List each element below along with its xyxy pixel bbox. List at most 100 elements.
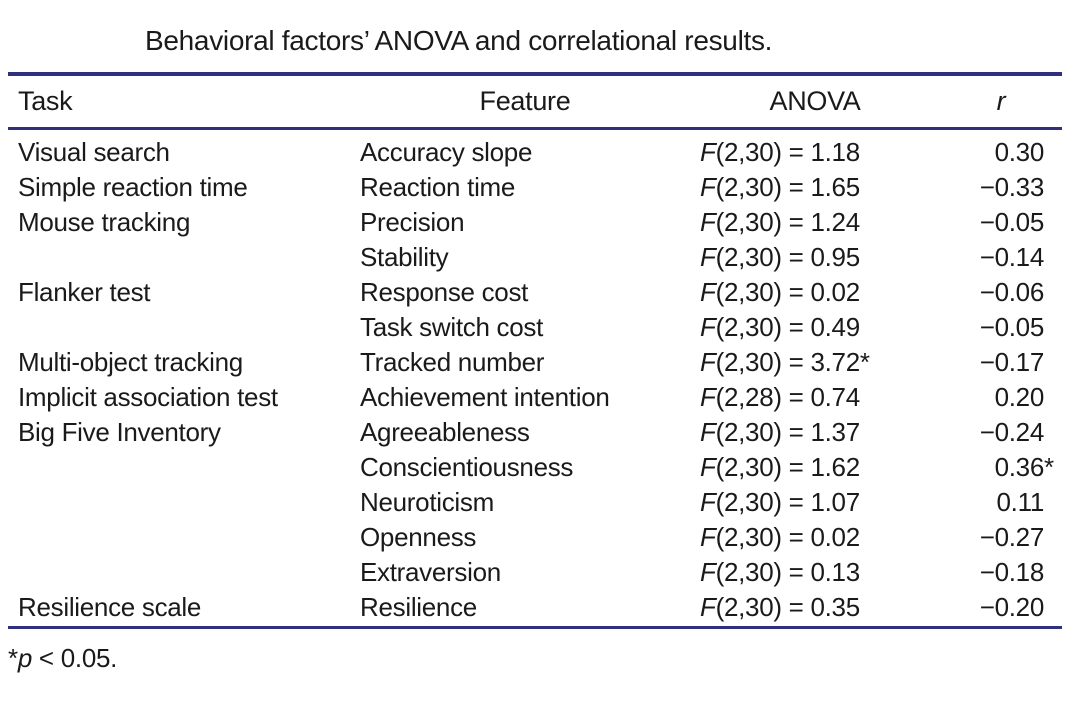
f-statistic-symbol: F xyxy=(700,382,716,412)
anova-results-table: Task Feature ANOVA r Visual search Accur… xyxy=(8,72,1062,629)
footnote-threshold: < 0.05. xyxy=(32,643,118,673)
f-statistic-symbol: F xyxy=(700,557,716,587)
r-cell: −0.33 xyxy=(940,170,1062,205)
r-cell: −0.24 xyxy=(940,415,1062,450)
feature-cell: Agreeableness xyxy=(360,417,530,447)
task-cell: Big Five Inventory xyxy=(18,417,221,447)
anova-cell: F(2,30) = 0.49 xyxy=(690,310,940,345)
table-row: Extraversion F(2,30) = 0.13 −0.18 xyxy=(8,555,1062,590)
header-r: r xyxy=(996,86,1006,116)
task-cell: Resilience scale xyxy=(18,592,202,622)
table-row: Task switch cost F(2,30) = 0.49 −0.05 xyxy=(8,310,1062,345)
r-value: −0.14 xyxy=(979,242,1045,272)
f-statistic-symbol: F xyxy=(700,452,716,482)
table-row: Visual search Accuracy slope F(2,30) = 1… xyxy=(8,135,1062,170)
r-cell: −0.18 xyxy=(940,555,1062,590)
table-row: Flanker test Response cost F(2,30) = 0.0… xyxy=(8,275,1062,310)
table-caption: Behavioral factors’ ANOVA and correlatio… xyxy=(145,25,773,56)
r-value: −0.05 xyxy=(979,312,1045,342)
paper-page: Behavioral factors’ ANOVA and correlatio… xyxy=(0,24,1080,714)
table-row: Big Five Inventory Agreeableness F(2,30)… xyxy=(8,415,1062,450)
f-statistic-value: (2,30) = 1.65 xyxy=(715,172,861,202)
f-statistic-symbol: F xyxy=(700,277,716,307)
feature-cell: Achievement intention xyxy=(360,382,610,412)
r-value: 0.30 xyxy=(994,137,1045,167)
feature-cell: Reaction time xyxy=(360,172,516,202)
r-value: −0.17 xyxy=(979,347,1045,377)
f-statistic-symbol: F xyxy=(700,172,716,202)
r-value: 0.11 xyxy=(996,487,1045,517)
r-value: 0.36 xyxy=(994,452,1045,482)
table-row: Stability F(2,30) = 0.95 −0.14 xyxy=(8,240,1062,275)
r-cell: −0.06 xyxy=(940,275,1062,310)
r-value: −0.06 xyxy=(979,277,1045,307)
anova-cell: F(2,30) = 0.95 xyxy=(690,240,940,275)
r-cell: −0.05 xyxy=(940,205,1062,240)
f-statistic-value: (2,30) = 0.35 xyxy=(715,592,861,622)
footnote-p-symbol: p xyxy=(17,643,32,673)
task-cell xyxy=(8,555,360,590)
anova-cell: F(2,30) = 1.62 xyxy=(690,450,940,485)
anova-cell: F(2,30) = 0.13 xyxy=(690,555,940,590)
f-statistic-value: (2,30) = 1.37 xyxy=(715,417,861,447)
feature-cell: Resilience xyxy=(360,592,477,622)
anova-cell: F(2,30) = 0.35 xyxy=(690,590,940,625)
table-row: Openness F(2,30) = 0.02 −0.27 xyxy=(8,520,1062,555)
f-statistic-value: (2,30) = 1.07 xyxy=(715,487,861,517)
r-cell: −0.20 xyxy=(940,590,1062,625)
task-cell xyxy=(8,485,360,520)
r-value: −0.05 xyxy=(979,207,1045,237)
table-footnote: *p < 0.05. xyxy=(8,643,1080,673)
r-cell: −0.17 xyxy=(940,345,1062,380)
feature-cell: Stability xyxy=(360,242,449,272)
table-row: Implicit association test Achievement in… xyxy=(8,380,1062,415)
feature-cell: Task switch cost xyxy=(360,312,544,342)
anova-cell: F(2,30) = 0.02 xyxy=(690,520,940,555)
footnote-asterisk: * xyxy=(8,643,18,673)
r-value: −0.20 xyxy=(979,592,1045,622)
r-cell: 0.20 xyxy=(940,380,1062,415)
f-statistic-symbol: F xyxy=(700,242,716,272)
table-row: Simple reaction time Reaction time F(2,3… xyxy=(8,170,1062,205)
anova-cell: F(2,30) = 1.07 xyxy=(690,485,940,520)
r-value: −0.33 xyxy=(979,172,1045,202)
task-cell xyxy=(8,310,360,345)
task-cell: Implicit association test xyxy=(18,382,278,412)
header-anova: ANOVA xyxy=(769,86,861,116)
r-cell: 0.30 xyxy=(940,135,1062,170)
task-cell xyxy=(8,240,360,275)
table-header-row: Task Feature ANOVA r xyxy=(8,76,1062,130)
anova-cell: F(2,30) = 3.72* xyxy=(690,345,940,380)
r-value: −0.18 xyxy=(979,557,1045,587)
r-value: −0.24 xyxy=(979,417,1045,447)
task-cell: Flanker test xyxy=(18,277,151,307)
f-statistic-symbol: F xyxy=(700,347,716,377)
r-cell: 0.36* xyxy=(994,452,1055,482)
r-cell: −0.14 xyxy=(940,240,1062,275)
feature-cell: Extraversion xyxy=(360,557,501,587)
header-task: Task xyxy=(18,86,73,116)
table-row: Resilience scale Resilience F(2,30) = 0.… xyxy=(8,590,1062,625)
feature-cell: Conscientiousness xyxy=(360,452,574,482)
task-cell: Mouse tracking xyxy=(18,207,191,237)
task-cell: Visual search xyxy=(18,137,170,167)
f-statistic-value: (2,30) = 1.62 xyxy=(715,452,861,482)
r-value: 0.20 xyxy=(994,382,1045,412)
feature-cell: Response cost xyxy=(360,277,529,307)
anova-cell: F(2,30) = 1.65 xyxy=(690,170,940,205)
r-cell: −0.05 xyxy=(940,310,1062,345)
f-statistic-value: (2,30) = 0.49 xyxy=(715,312,861,342)
f-statistic-value: (2,30) = 0.02 xyxy=(715,277,861,307)
f-statistic-value: (2,28) = 0.74 xyxy=(715,382,861,412)
table-row: Neuroticism F(2,30) = 1.07 0.11 xyxy=(8,485,1062,520)
r-cell: 0.11 xyxy=(940,485,1062,520)
f-statistic-symbol: F xyxy=(700,207,716,237)
f-statistic-symbol: F xyxy=(700,312,716,342)
table-row: Multi-object tracking Tracked number F(2… xyxy=(8,345,1062,380)
r-cell: −0.27 xyxy=(940,520,1062,555)
task-cell xyxy=(8,450,360,485)
f-statistic-symbol: F xyxy=(700,417,716,447)
task-cell: Simple reaction time xyxy=(18,172,248,202)
task-cell: Multi-object tracking xyxy=(18,347,243,377)
header-feature: Feature xyxy=(479,86,571,116)
